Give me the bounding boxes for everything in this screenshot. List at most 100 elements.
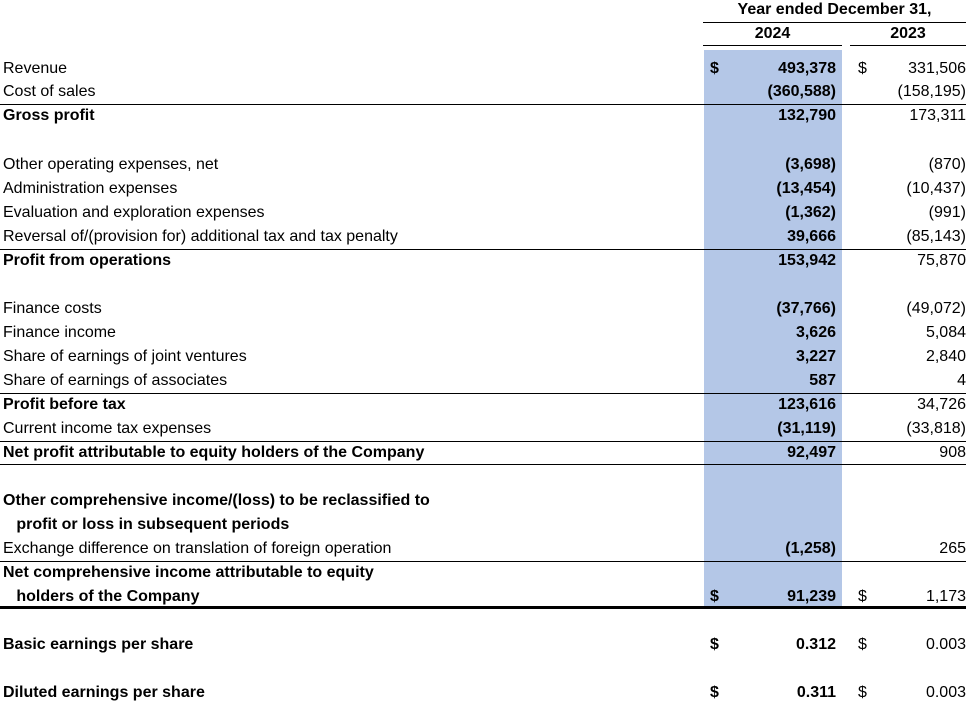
value-2024: 123,616	[778, 396, 836, 413]
row-label: profit or loss in subsequent periods	[3, 516, 290, 533]
row-label: Net profit attributable to equity holder…	[3, 444, 425, 461]
value-2023: (85,143)	[906, 228, 966, 245]
row-label: Other comprehensive income/(loss) to be …	[3, 492, 430, 509]
currency-2023: $	[858, 60, 867, 77]
statement-row: Share of earnings of joint ventures 3,227…	[0, 346, 975, 368]
value-2024: 493,378	[778, 60, 836, 77]
row-label: Share of earnings of joint ventures	[3, 348, 247, 365]
statement-row: Net profit attributable to equity holder…	[0, 442, 975, 464]
header-2024: 2024	[754, 25, 791, 42]
value-2023: 0.003	[925, 636, 966, 653]
row-label: Finance income	[3, 324, 116, 341]
value-2023: 173,311	[909, 107, 966, 124]
currency-2023: $	[858, 684, 867, 701]
statement-row: Basic earnings per share $0.312 $0.003	[0, 634, 975, 656]
highlight-2024-column	[704, 50, 842, 608]
value-2023: (991)	[928, 204, 966, 221]
value-2024: 587	[809, 372, 836, 389]
value-2024: (360,588)	[767, 83, 837, 100]
statement-row: Exchange difference on translation of fo…	[0, 538, 975, 560]
value-2023: (33,818)	[906, 420, 966, 437]
row-label: Reversal of/(provision for) additional t…	[3, 228, 398, 245]
value-2023: (10,437)	[906, 180, 966, 197]
statement-row: Administration expenses (13,454) (10,437)	[0, 178, 975, 200]
value-2023: 265	[939, 540, 966, 557]
row-label: Current income tax expenses	[3, 420, 212, 437]
row-label: Administration expenses	[3, 180, 178, 197]
currency-2024: $	[710, 60, 719, 77]
rule	[0, 561, 966, 562]
statement-row: Gross profit 132,790 173,311	[0, 105, 975, 127]
rule	[0, 464, 966, 465]
row-label: Cost of sales	[3, 83, 96, 100]
value-2024: (31,119)	[777, 420, 836, 437]
statement-row: Other operating expenses, net (3,698) (870…	[0, 154, 975, 176]
row-label: Revenue	[3, 60, 68, 77]
currency-2023: $	[858, 636, 867, 653]
value-2023: (49,072)	[906, 300, 966, 317]
row-label: Exchange difference on translation of fo…	[3, 540, 392, 557]
value-2024: (1,258)	[785, 540, 836, 557]
value-2023: (158,195)	[897, 83, 967, 100]
row-label: Evaluation and exploration expenses	[3, 204, 265, 221]
statement-row: Revenue $493,378 $331,506	[0, 58, 975, 80]
value-2024: 39,666	[787, 228, 836, 245]
statement-row: profit or loss in subsequent periods	[0, 514, 975, 536]
statement-row: Net comprehensive income attributable to…	[0, 562, 975, 584]
rule	[0, 441, 966, 442]
statement-row: Diluted earnings per share $0.311 $0.003	[0, 682, 975, 704]
value-2024: (37,766)	[776, 300, 836, 317]
value-2023: 34,726	[917, 396, 966, 413]
statement-row: Profit before tax 123,616 34,726	[0, 394, 975, 416]
row-label: holders of the Company	[3, 588, 200, 605]
header-2023-rule	[850, 45, 966, 46]
rule	[0, 249, 966, 250]
row-label: Gross profit	[3, 107, 95, 124]
header-rule	[703, 22, 966, 23]
header-title: Year ended December 31,	[737, 1, 932, 18]
statement-row: Finance income 3,626 5,084	[0, 322, 975, 344]
double-rule	[0, 606, 966, 609]
currency-2024: $	[710, 588, 719, 605]
value-2023: 75,870	[917, 252, 966, 269]
statement-row: Other comprehensive income/(loss) to be …	[0, 490, 975, 512]
statement-row: holders of the Company $91,239 $1,173	[0, 586, 975, 608]
statement-row: Evaluation and exploration expenses (1,36…	[0, 202, 975, 224]
value-2024: 132,790	[778, 107, 836, 124]
row-label: Other operating expenses, net	[3, 156, 219, 173]
value-2024: 0.312	[795, 636, 836, 653]
value-2023: 908	[939, 444, 966, 461]
value-2024: 153,942	[778, 252, 836, 269]
value-2024: (3,698)	[785, 156, 836, 173]
statement-row: Share of earnings of associates 587 4	[0, 370, 975, 392]
value-2023: (870)	[928, 156, 966, 173]
value-2024: 0.311	[796, 684, 836, 701]
value-2024: (1,362)	[785, 204, 836, 221]
currency-2024: $	[710, 636, 719, 653]
header-2024-rule	[703, 45, 842, 46]
value-2023: 1,173	[925, 588, 966, 605]
statement-row: Reversal of/(provision for) additional t…	[0, 226, 975, 248]
row-label: Basic earnings per share	[3, 636, 194, 653]
row-label: Profit from operations	[3, 252, 172, 269]
value-2024: (13,454)	[776, 180, 836, 197]
value-2024: 3,626	[795, 324, 836, 341]
statement-row: Cost of sales (360,588) (158,195)	[0, 81, 975, 103]
row-label: Profit before tax	[3, 396, 126, 413]
currency-2023: $	[858, 588, 867, 605]
statement-row: Finance costs (37,766) (49,072)	[0, 298, 975, 320]
value-2023: 331,506	[908, 60, 966, 77]
value-2024: 92,497	[787, 444, 836, 461]
row-label: Net comprehensive income attributable to…	[3, 564, 374, 581]
value-2023: 4	[957, 372, 966, 389]
row-label: Share of earnings of associates	[3, 372, 228, 389]
rule	[0, 393, 966, 394]
value-2024: 91,239	[787, 588, 836, 605]
currency-2024: $	[710, 684, 719, 701]
statement-row: Current income tax expenses (31,119) (33,8…	[0, 418, 975, 440]
header-2023: 2023	[890, 25, 926, 42]
value-2023: 2,840	[925, 348, 966, 365]
value-2023: 0.003	[925, 684, 966, 701]
rule	[0, 104, 966, 105]
